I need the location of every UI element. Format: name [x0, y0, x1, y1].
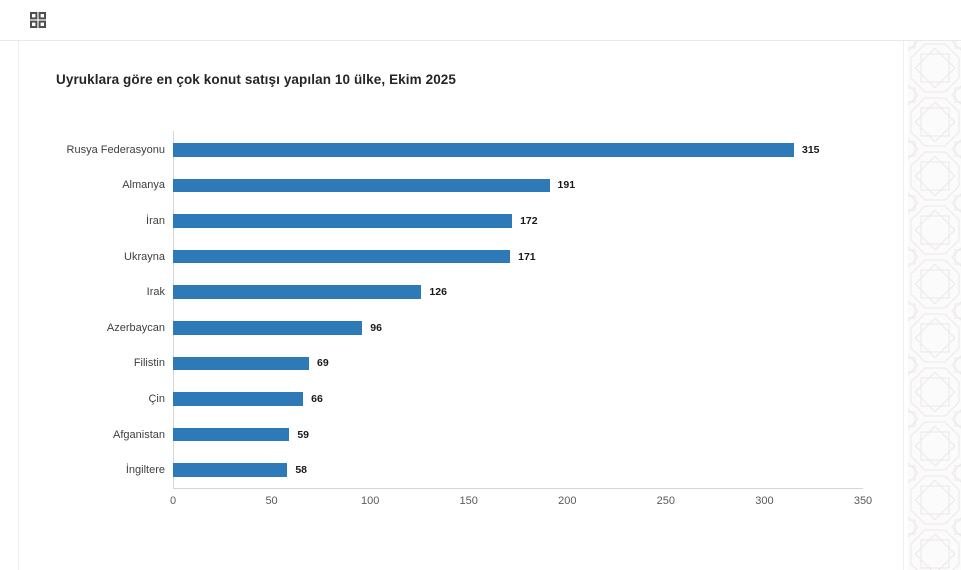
bar-row: Ukrayna 171 [19, 239, 863, 275]
x-tick-label: 0 [169, 495, 177, 507]
x-tick-label: 300 [755, 495, 774, 507]
bar[interactable] [173, 249, 511, 264]
bar-track: 315 [173, 143, 863, 157]
bar-track: 126 [173, 285, 863, 299]
category-label: Filistin [133, 357, 165, 370]
x-tick-label: 150 [459, 495, 478, 507]
bar-track: 66 [173, 392, 863, 406]
value-label: 315 [802, 143, 820, 156]
bar[interactable] [173, 321, 363, 335]
category-label: Rusya Federasyonu [66, 143, 165, 156]
bar-row: İran 172 [19, 203, 863, 239]
bar[interactable] [173, 214, 513, 228]
bar-row: İngiltere 58 [19, 452, 863, 488]
x-tick-label: 200 [558, 495, 577, 507]
category-label: Çin [148, 392, 165, 405]
chart-card: Uyruklara göre en çok konut satışı yapıl… [18, 41, 904, 570]
x-axis-line [173, 488, 863, 489]
bar-track: 58 [173, 463, 863, 477]
value-label: 59 [297, 428, 309, 441]
chart-title: Uyruklara göre en çok konut satışı yapıl… [56, 72, 457, 87]
bar-row: Afganistan 59 [19, 417, 863, 453]
category-label: Afganistan [113, 428, 165, 441]
decorative-geometric-pattern [908, 41, 961, 570]
x-tick-label: 350 [853, 495, 873, 507]
grid-view-icon[interactable] [30, 12, 47, 29]
bar[interactable] [173, 143, 794, 157]
category-label: İran [146, 214, 165, 227]
bar-row: Çin 66 [19, 381, 863, 417]
x-tick-label: 250 [656, 495, 676, 507]
bar[interactable] [173, 356, 310, 371]
bar[interactable] [173, 392, 304, 406]
bar-row: Rusya Federasyonu 315 [19, 132, 863, 168]
value-label: 58 [295, 464, 308, 477]
bar-track: 96 [173, 321, 863, 335]
value-label: 171 [518, 250, 536, 263]
topbar [0, 0, 961, 41]
bar-track: 69 [173, 356, 863, 371]
value-label: 69 [317, 357, 329, 370]
category-label: Almanya [122, 179, 165, 192]
bar-row: Irak 126 [19, 274, 863, 310]
bar[interactable] [173, 427, 290, 442]
value-label: 96 [370, 321, 382, 334]
y-axis-line [173, 131, 174, 488]
value-label: 126 [429, 286, 447, 299]
bar-track: 171 [173, 249, 863, 264]
x-tick-label: 50 [265, 495, 278, 507]
bar-track: 172 [173, 214, 863, 228]
bar[interactable] [173, 285, 422, 299]
category-label: Irak [146, 286, 165, 299]
bar-row: Filistin 69 [19, 346, 863, 382]
bar-track: 191 [173, 178, 863, 193]
bar-row: Almanya 191 [19, 168, 863, 204]
value-label: 191 [557, 179, 576, 192]
category-label: Ukrayna [124, 250, 165, 263]
bar-track: 59 [173, 427, 863, 442]
category-label: İngiltere [125, 464, 165, 477]
bar[interactable] [173, 463, 288, 477]
category-label: Azerbaycan [106, 321, 165, 334]
bar-row: Azerbaycan 96 [19, 310, 863, 346]
bar[interactable] [173, 178, 550, 193]
x-axis-ticks: 0 50 100 150 200 250 300 350 [169, 495, 872, 511]
value-label: 172 [520, 214, 538, 227]
x-tick-label: 100 [360, 495, 380, 507]
bar-rows: Rusya Federasyonu 315 Almanya 191 İran 172 Ukr… [19, 132, 863, 488]
value-label: 66 [311, 392, 323, 405]
